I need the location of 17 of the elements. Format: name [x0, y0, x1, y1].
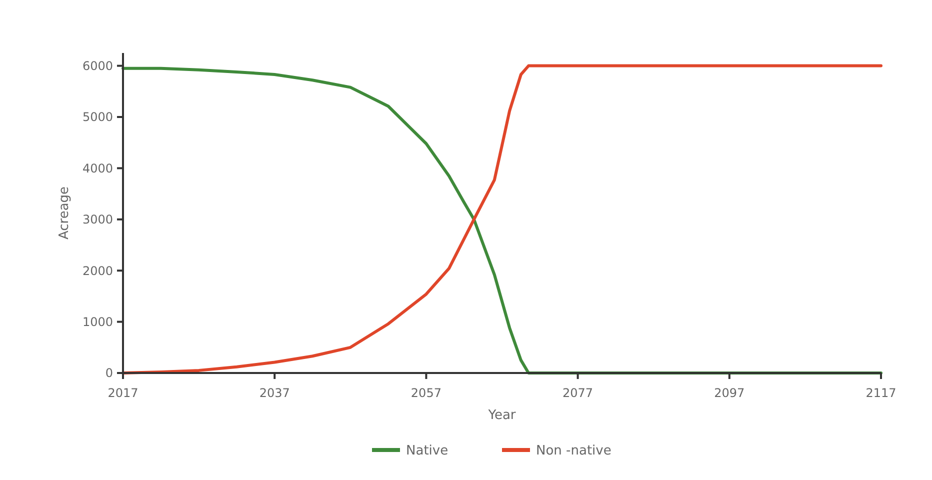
y-tick-label: 3000: [82, 212, 113, 227]
y-tick-label: 1000: [82, 315, 113, 329]
x-tick-label: 2017: [108, 386, 138, 400]
x-tick-label: 2077: [562, 386, 594, 400]
legend-label: Non -native: [536, 444, 612, 459]
x-tick-label: 2057: [410, 386, 442, 400]
y-tick-label: 5000: [82, 110, 113, 124]
y-tick-label: 4000: [82, 161, 113, 176]
y-tick-label: 0: [105, 366, 113, 380]
x-axis-title: Year: [487, 408, 516, 423]
y-tick-label: 2000: [82, 264, 113, 278]
y-axis-title: Acreage: [57, 186, 72, 240]
legend-label: Native: [406, 444, 448, 459]
x-tick-label: 2097: [714, 386, 745, 400]
x-tick-label: 2037: [259, 386, 290, 400]
y-tick-label: 6000: [82, 59, 113, 73]
x-tick-label: 2117: [866, 386, 896, 400]
